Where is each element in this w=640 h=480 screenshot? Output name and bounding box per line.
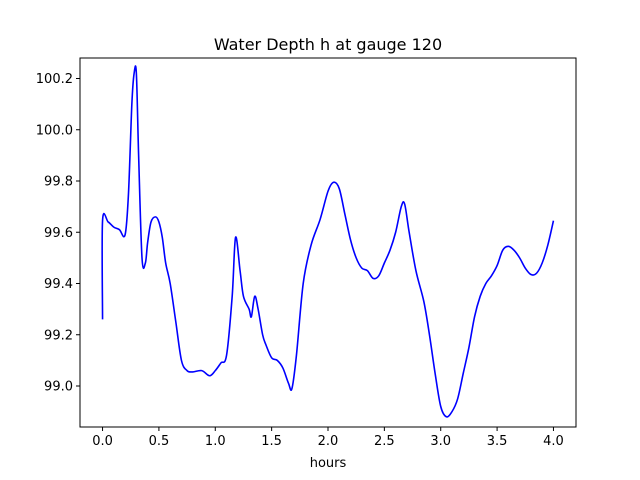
x-axis-label: hours [310,456,347,471]
x-tick-label: 3.0 [430,434,451,449]
x-tick-label: 2.0 [318,434,339,449]
series-line [101,65,555,418]
y-tick-label: 99.0 [44,380,73,395]
y-tick-label: 100.2 [36,72,73,87]
y-tick-label: 99.4 [44,277,73,292]
y-tick-label: 99.6 [44,226,73,241]
y-tick-label: 99.2 [44,328,73,343]
chart-title: Water Depth h at gauge 120 [214,35,442,54]
x-tick-label: 1.5 [261,434,282,449]
plot-line-layer [101,65,555,418]
x-tick-label: 1.0 [205,434,226,449]
y-tick-label: 100.0 [36,123,73,138]
y-axis-ticks: 99.0 99.2 99.4 99.6 99.8 100.0 100.2 [36,72,80,395]
x-tick-label: 4.0 [543,434,564,449]
y-tick-label: 99.8 [44,175,73,190]
x-tick-label: 0.0 [92,434,113,449]
x-tick-label: 2.5 [374,434,395,449]
x-axis-ticks: 0.0 0.5 1.0 1.5 2.0 2.5 3.0 3.5 4.0 [92,427,564,449]
x-tick-label: 0.5 [149,434,170,449]
x-tick-label: 3.5 [487,434,508,449]
